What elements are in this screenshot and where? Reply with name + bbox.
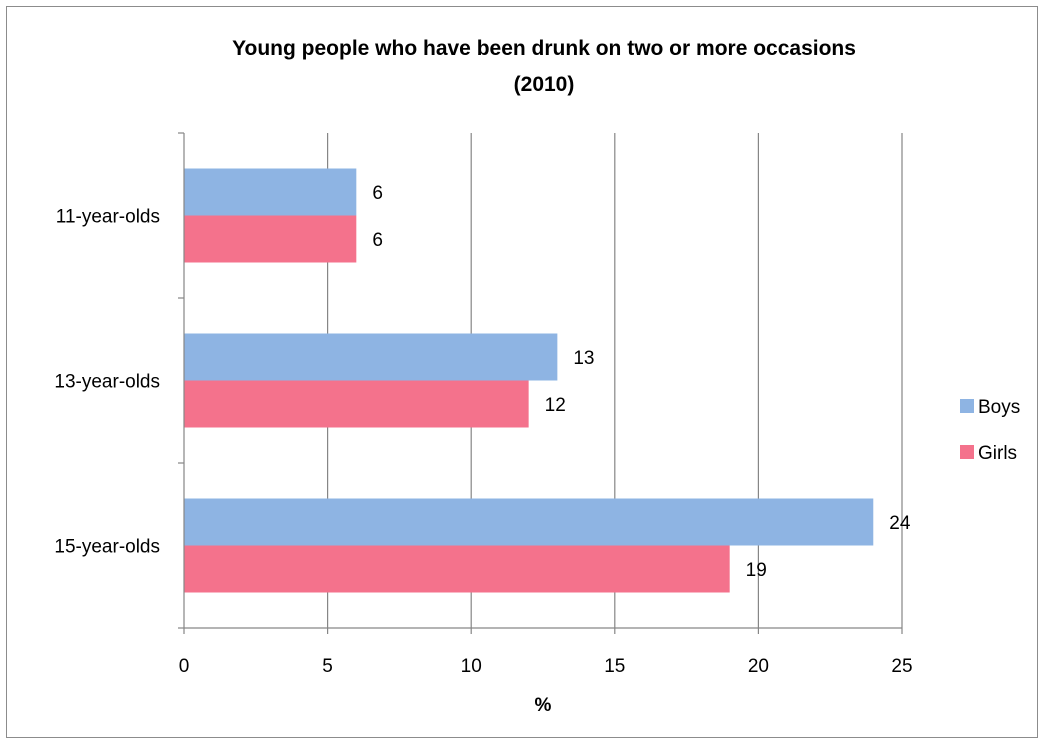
chart-title-line-2: (2010) xyxy=(514,73,575,96)
data-label: 6 xyxy=(372,230,383,251)
category-label: 13-year-olds xyxy=(54,372,160,393)
legend-swatch-girls xyxy=(960,445,974,459)
x-tick-label: 20 xyxy=(748,656,769,677)
x-tick-label: 10 xyxy=(461,656,482,677)
x-tick-label: 5 xyxy=(322,656,333,677)
legend-swatch-boys xyxy=(960,399,974,413)
legend: Boys Girls xyxy=(960,397,1020,464)
x-tick-label: 15 xyxy=(604,656,625,677)
category-label: 11-year-olds xyxy=(56,207,160,228)
data-label: 12 xyxy=(545,395,566,416)
bar-boys xyxy=(184,333,558,381)
data-labels: 6 6 13 12 24 19 xyxy=(372,183,911,581)
bar-boys xyxy=(184,498,874,546)
data-label: 13 xyxy=(573,348,594,369)
x-axis-title: % xyxy=(535,695,552,716)
legend-label-girls: Girls xyxy=(978,443,1017,464)
x-tick-label: 0 xyxy=(179,656,190,677)
bar-girls xyxy=(184,545,730,593)
bar-boys xyxy=(184,168,357,216)
data-label: 19 xyxy=(746,560,767,581)
axes: 0 5 10 15 20 25 11-year-olds 13-year-olds 15-yea… xyxy=(54,132,913,677)
legend-label-boys: Boys xyxy=(978,397,1020,418)
bar-girls xyxy=(184,380,529,428)
x-tick-label: 25 xyxy=(891,656,912,677)
chart-title-line-1: Young people who have been drunk on two … xyxy=(232,37,856,60)
data-label: 6 xyxy=(372,183,383,204)
category-label: 15-year-olds xyxy=(54,537,160,558)
bar-girls xyxy=(184,215,357,263)
data-label: 24 xyxy=(889,513,911,534)
bars xyxy=(184,168,874,593)
